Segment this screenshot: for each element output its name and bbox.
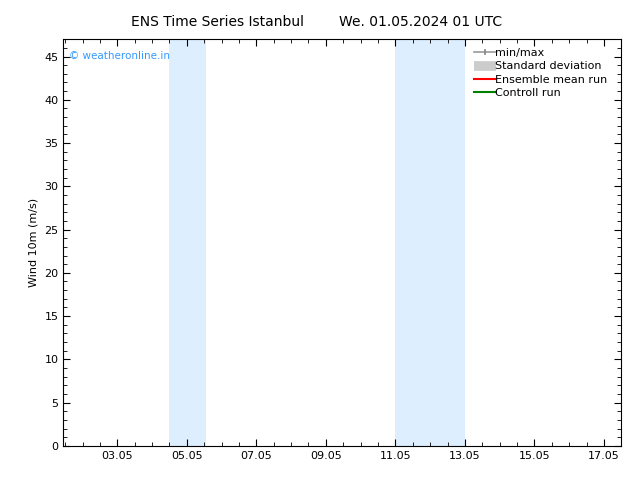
Y-axis label: Wind 10m (m/s): Wind 10m (m/s) [29, 198, 39, 287]
Legend: min/max, Standard deviation, Ensemble mean run, Controll run: min/max, Standard deviation, Ensemble me… [470, 45, 616, 101]
Text: © weatheronline.in: © weatheronline.in [69, 51, 170, 61]
Text: ENS Time Series Istanbul        We. 01.05.2024 01 UTC: ENS Time Series Istanbul We. 01.05.2024 … [131, 15, 503, 29]
Bar [396, 39, 465, 446]
Bar [169, 39, 206, 446]
